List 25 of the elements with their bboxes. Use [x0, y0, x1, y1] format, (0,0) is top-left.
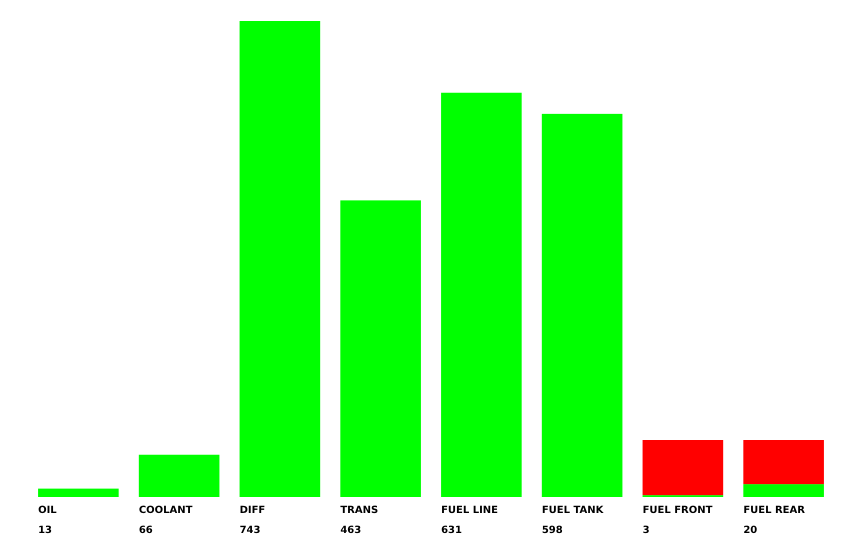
bar	[743, 440, 824, 484]
data-label: 743	[240, 525, 260, 536]
x-tick-label: FUEL TANK	[542, 505, 605, 516]
bar	[642, 440, 724, 496]
x-tick-label: FUEL FRONT	[642, 505, 713, 516]
bar	[340, 200, 421, 497]
x-tick-label: FUEL LINE	[441, 505, 498, 516]
data-label: 631	[441, 525, 462, 536]
data-label: 598	[542, 525, 563, 536]
bar	[743, 484, 824, 497]
bar	[38, 488, 119, 497]
data-label: 20	[743, 525, 758, 536]
x-tick-label: COOLANT	[138, 505, 193, 516]
x-tick-label: OIL	[38, 505, 58, 516]
bar	[138, 454, 220, 497]
data-label: 3	[642, 525, 650, 536]
data-label: 66	[138, 525, 153, 536]
data-label: 13	[38, 525, 52, 536]
x-tick-label: DIFF	[240, 505, 266, 516]
bar	[542, 114, 622, 497]
bar	[441, 92, 522, 497]
bar	[240, 21, 320, 497]
x-tick-label: FUEL REAR	[743, 505, 806, 516]
data-label: 463	[340, 525, 362, 536]
x-tick-label: TRANS	[340, 505, 378, 516]
